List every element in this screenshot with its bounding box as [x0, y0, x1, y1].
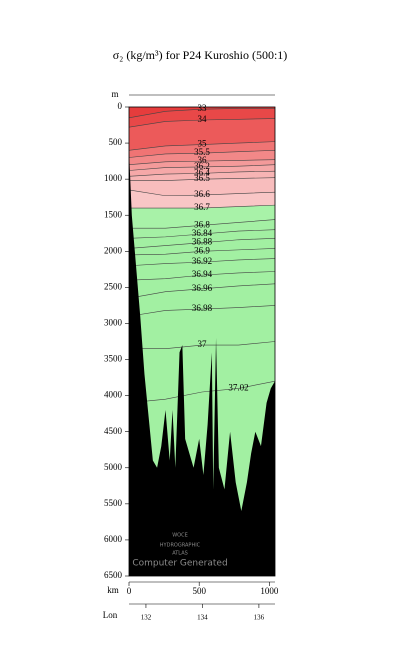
y-tick-label: 5000 — [104, 462, 123, 472]
bathymetry — [129, 107, 275, 576]
contour-line — [128, 248, 276, 256]
contour-line — [128, 229, 276, 239]
contour-line — [129, 204, 276, 209]
contour-label: 37.02 — [228, 382, 248, 392]
watermark: ATLAS — [172, 551, 188, 557]
x-tick-label: 500 — [192, 586, 206, 596]
y-tick-label: 4500 — [104, 426, 123, 436]
watermark: HYDROGRAPHIC — [160, 543, 201, 549]
watermark: Computer Generated — [132, 559, 227, 569]
contour-label: 36.98 — [192, 303, 213, 313]
contour-label: 35 — [198, 139, 208, 149]
contour-line — [128, 159, 276, 166]
contour-label: 36.94 — [192, 269, 213, 279]
lon-tick-label: 136 — [254, 614, 265, 622]
plot-frame — [128, 106, 276, 577]
x-axis-label: km — [107, 585, 119, 595]
contour-label: 36.7 — [194, 202, 210, 212]
contour-line — [128, 189, 276, 197]
contour-line — [128, 164, 276, 171]
x-tick-label: 0 — [127, 586, 132, 596]
lon-tick-label: 132 — [141, 614, 152, 622]
contour-line — [128, 283, 276, 299]
contour-label: 36.8 — [194, 219, 210, 229]
contour-label: 37 — [198, 339, 208, 349]
y-axis-label: m — [111, 89, 118, 99]
y-tick-label: 4000 — [104, 390, 123, 400]
contour-line — [128, 141, 276, 151]
contour-label: 36.84 — [192, 228, 213, 238]
contour-line — [128, 258, 276, 267]
lon-axis-label: Lon — [103, 610, 118, 620]
chart-title: σ₂ (kg/m³) for P24 Kuroshio (500:1) — [113, 48, 288, 62]
contour-line — [128, 305, 276, 317]
y-tick-label: 3500 — [104, 354, 123, 364]
contour-label: 33 — [198, 103, 208, 113]
contour-line — [128, 108, 275, 119]
y-tick-label: 0 — [118, 101, 123, 111]
plot-area: 33343535.53636.236.436.536.636.736.836.8… — [128, 103, 276, 577]
y-tick-label: 5500 — [104, 498, 123, 508]
contour-label: 36.9 — [194, 245, 210, 255]
contour-label: 36.5 — [194, 173, 210, 183]
contour-line — [129, 177, 276, 181]
contour-label: 36.6 — [194, 189, 210, 199]
y-tick-label: 2000 — [104, 245, 123, 255]
watermark: WOCE — [172, 533, 188, 539]
contour-label: 36.4 — [194, 167, 210, 177]
contour-label: 36.2 — [194, 161, 210, 171]
y-tick-label: 500 — [109, 137, 123, 147]
y-tick-label: 1500 — [104, 209, 123, 219]
contour-line — [128, 170, 276, 177]
contour-label: 36.96 — [192, 283, 213, 293]
contour-line — [128, 238, 276, 249]
contour-line — [129, 219, 276, 229]
contour-line — [128, 118, 276, 128]
y-tick-label: 1000 — [104, 173, 123, 183]
contour-line — [128, 271, 276, 281]
contour-label: 34 — [198, 114, 208, 124]
y-tick-label: 2500 — [104, 281, 123, 291]
contour-label: 36.92 — [192, 256, 212, 266]
contour-line — [128, 149, 276, 158]
contour-label: 36 — [198, 155, 208, 165]
y-tick-label: 6000 — [104, 534, 123, 544]
y-tick-label: 3000 — [104, 318, 123, 328]
x-tick-label: 1000 — [260, 586, 279, 596]
lon-tick-label: 134 — [197, 614, 208, 622]
y-tick-label: 6500 — [104, 570, 123, 580]
contour-label: 35.5 — [194, 147, 210, 157]
contour-label: 36.88 — [192, 237, 213, 247]
contour-line — [129, 341, 276, 350]
contour-line — [128, 380, 276, 404]
